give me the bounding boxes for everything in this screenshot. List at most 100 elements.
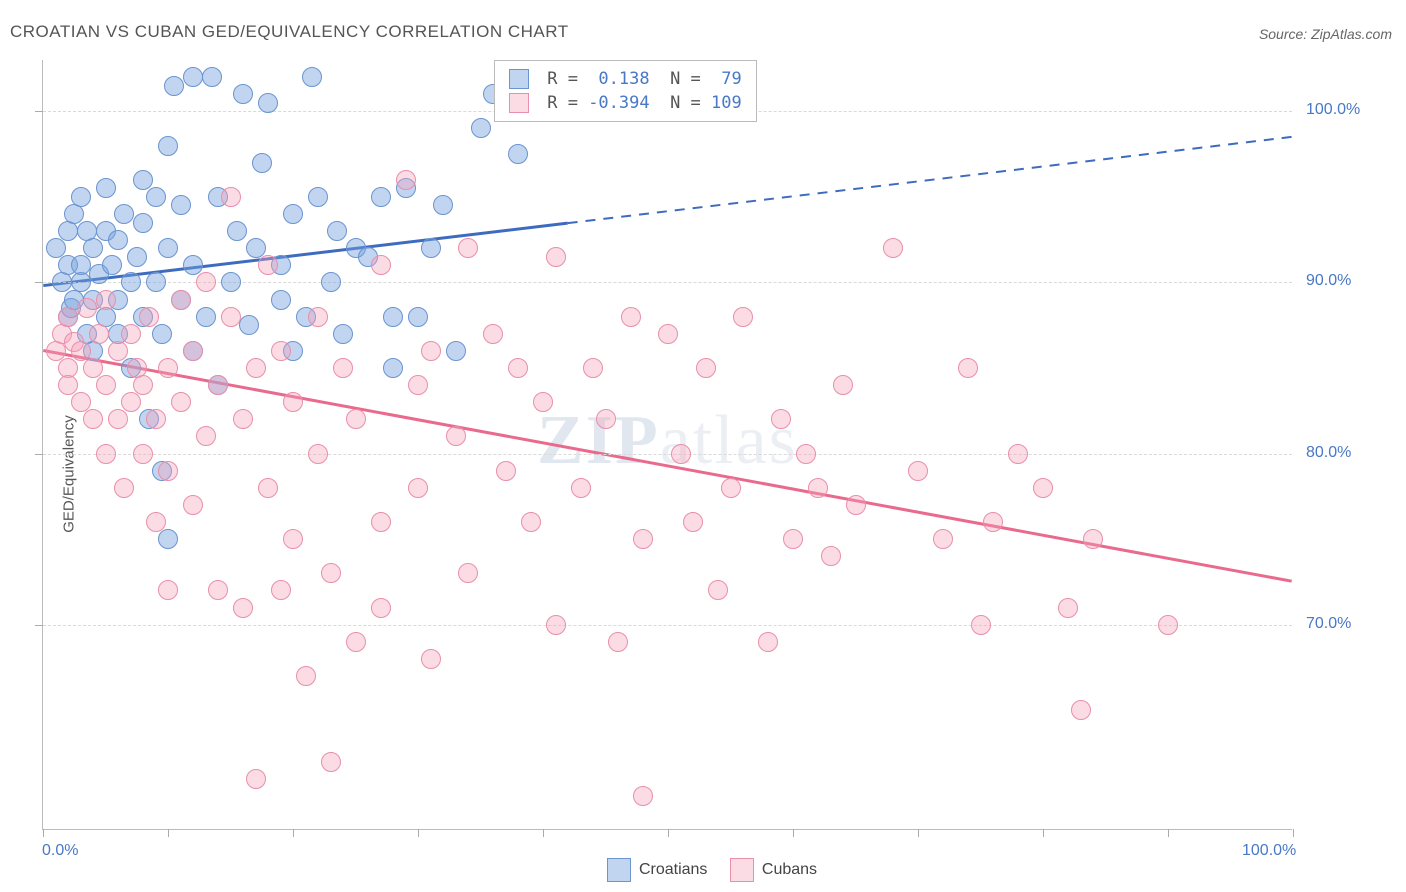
chart-container: GED/Equivalency ZIPatlas 70.0%80.0%90.0%… — [0, 56, 1406, 892]
point-cuban — [258, 478, 278, 498]
point-cuban — [321, 752, 341, 772]
point-cuban — [821, 546, 841, 566]
point-croatian — [108, 230, 128, 250]
point-croatian — [239, 315, 259, 335]
point-croatian — [121, 272, 141, 292]
point-cuban — [958, 358, 978, 378]
point-cuban — [133, 444, 153, 464]
point-cuban — [46, 341, 66, 361]
legend-label-cubans: Cubans — [762, 861, 817, 878]
point-croatian — [183, 67, 203, 87]
point-croatian — [146, 272, 166, 292]
point-cuban — [146, 409, 166, 429]
point-cuban — [346, 409, 366, 429]
point-cuban — [408, 375, 428, 395]
point-cuban — [296, 666, 316, 686]
point-cuban — [246, 769, 266, 789]
point-croatian — [183, 255, 203, 275]
point-croatian — [46, 238, 66, 258]
point-cuban — [133, 375, 153, 395]
point-croatian — [471, 118, 491, 138]
point-cuban — [633, 786, 653, 806]
point-croatian — [333, 324, 353, 344]
legend-swatch-cubans — [730, 858, 754, 882]
point-croatian — [196, 307, 216, 327]
point-cuban — [233, 409, 253, 429]
legend-bottom: Croatians Cubans — [0, 858, 1406, 882]
point-cuban — [271, 341, 291, 361]
point-cuban — [1158, 615, 1178, 635]
point-croatian — [152, 324, 172, 344]
point-cuban — [158, 358, 178, 378]
stats-row: R = 0.138 N = 79 — [509, 67, 742, 91]
point-croatian — [421, 238, 441, 258]
point-cuban — [371, 598, 391, 618]
point-cuban — [321, 563, 341, 583]
watermark: ZIPatlas — [537, 401, 798, 481]
point-croatian — [258, 93, 278, 113]
point-cuban — [696, 358, 716, 378]
point-croatian — [64, 204, 84, 224]
point-croatian — [71, 272, 91, 292]
point-croatian — [302, 67, 322, 87]
point-cuban — [83, 409, 103, 429]
point-cuban — [983, 512, 1003, 532]
y-tick-label: 80.0% — [1306, 444, 1351, 462]
point-cuban — [208, 375, 228, 395]
correlation-stats-box: R = 0.138 N = 79 R = -0.394 N = 109 — [494, 60, 757, 122]
point-cuban — [108, 409, 128, 429]
point-croatian — [227, 221, 247, 241]
legend-swatch-croatians — [607, 858, 631, 882]
point-cuban — [71, 392, 91, 412]
point-croatian — [233, 84, 253, 104]
point-cuban — [421, 341, 441, 361]
point-cuban — [908, 461, 928, 481]
point-cuban — [77, 298, 97, 318]
point-cuban — [933, 529, 953, 549]
point-croatian — [158, 529, 178, 549]
point-cuban — [408, 478, 428, 498]
point-croatian — [271, 290, 291, 310]
point-croatian — [102, 255, 122, 275]
point-cuban — [196, 272, 216, 292]
point-croatian — [383, 358, 403, 378]
gridline-h — [43, 625, 1292, 626]
point-croatian — [308, 187, 328, 207]
point-cuban — [139, 307, 159, 327]
point-croatian — [127, 247, 147, 267]
point-cuban — [608, 632, 628, 652]
point-cuban — [333, 358, 353, 378]
point-cuban — [783, 529, 803, 549]
point-cuban — [283, 529, 303, 549]
trend-lines-layer — [43, 60, 1292, 829]
point-cuban — [721, 478, 741, 498]
point-croatian — [158, 136, 178, 156]
point-croatian — [433, 195, 453, 215]
point-cuban — [371, 512, 391, 532]
point-croatian — [83, 238, 103, 258]
point-cuban — [121, 324, 141, 344]
point-cuban — [208, 580, 228, 600]
point-cuban — [771, 409, 791, 429]
point-cuban — [346, 632, 366, 652]
point-cuban — [271, 580, 291, 600]
point-croatian — [408, 307, 428, 327]
point-cuban — [396, 170, 416, 190]
point-croatian — [71, 255, 91, 275]
stats-row: R = -0.394 N = 109 — [509, 91, 742, 115]
point-cuban — [158, 580, 178, 600]
point-cuban — [71, 341, 91, 361]
point-cuban — [546, 615, 566, 635]
point-croatian — [508, 144, 528, 164]
point-croatian — [252, 153, 272, 173]
point-cuban — [458, 563, 478, 583]
point-cuban — [621, 307, 641, 327]
point-cuban — [483, 324, 503, 344]
point-croatian — [171, 195, 191, 215]
legend-label-croatians: Croatians — [639, 861, 707, 878]
point-cuban — [833, 375, 853, 395]
point-cuban — [1083, 529, 1103, 549]
point-cuban — [89, 324, 109, 344]
point-croatian — [71, 187, 91, 207]
point-cuban — [58, 375, 78, 395]
